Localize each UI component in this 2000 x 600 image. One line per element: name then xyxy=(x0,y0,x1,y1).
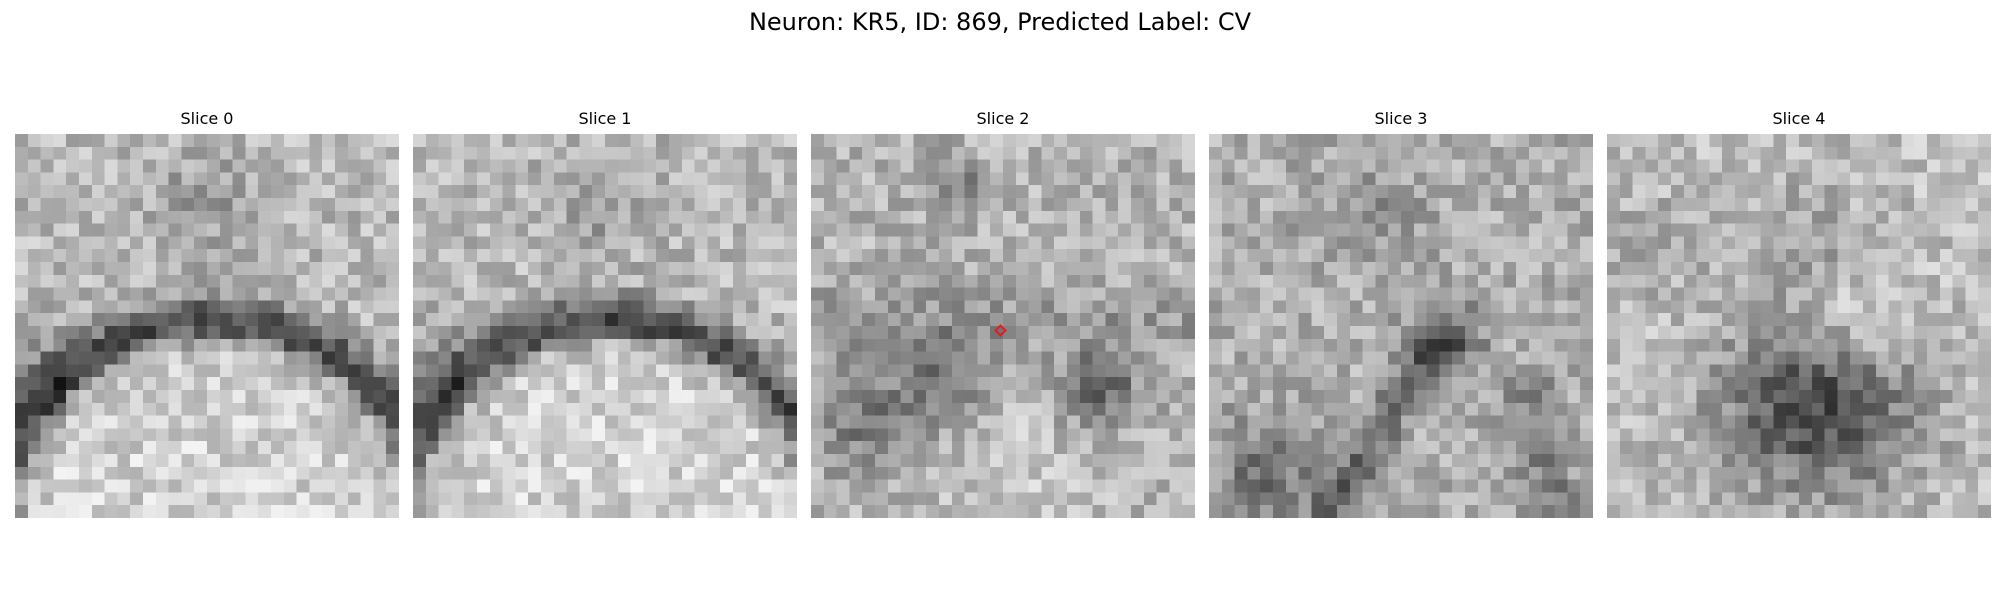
slice-image xyxy=(1607,134,1991,518)
figure-title: Neuron: KR5, ID: 869, Predicted Label: C… xyxy=(0,6,2000,38)
slice-title: Slice 3 xyxy=(1209,108,1593,130)
slice-title: Slice 1 xyxy=(413,108,797,130)
slice-panel-1: Slice 1 xyxy=(413,108,797,518)
slice-panel-2: Slice 2 xyxy=(811,108,1195,518)
slice-image xyxy=(1209,134,1593,518)
slice-image xyxy=(15,134,399,518)
slice-title: Slice 0 xyxy=(15,108,399,130)
slice-panel-4: Slice 4 xyxy=(1607,108,1991,518)
slice-image xyxy=(413,134,797,518)
slice-title: Slice 2 xyxy=(811,108,1195,130)
slice-panel-3: Slice 3 xyxy=(1209,108,1593,518)
slice-title: Slice 4 xyxy=(1607,108,1991,130)
slice-panel-0: Slice 0 xyxy=(15,108,399,518)
